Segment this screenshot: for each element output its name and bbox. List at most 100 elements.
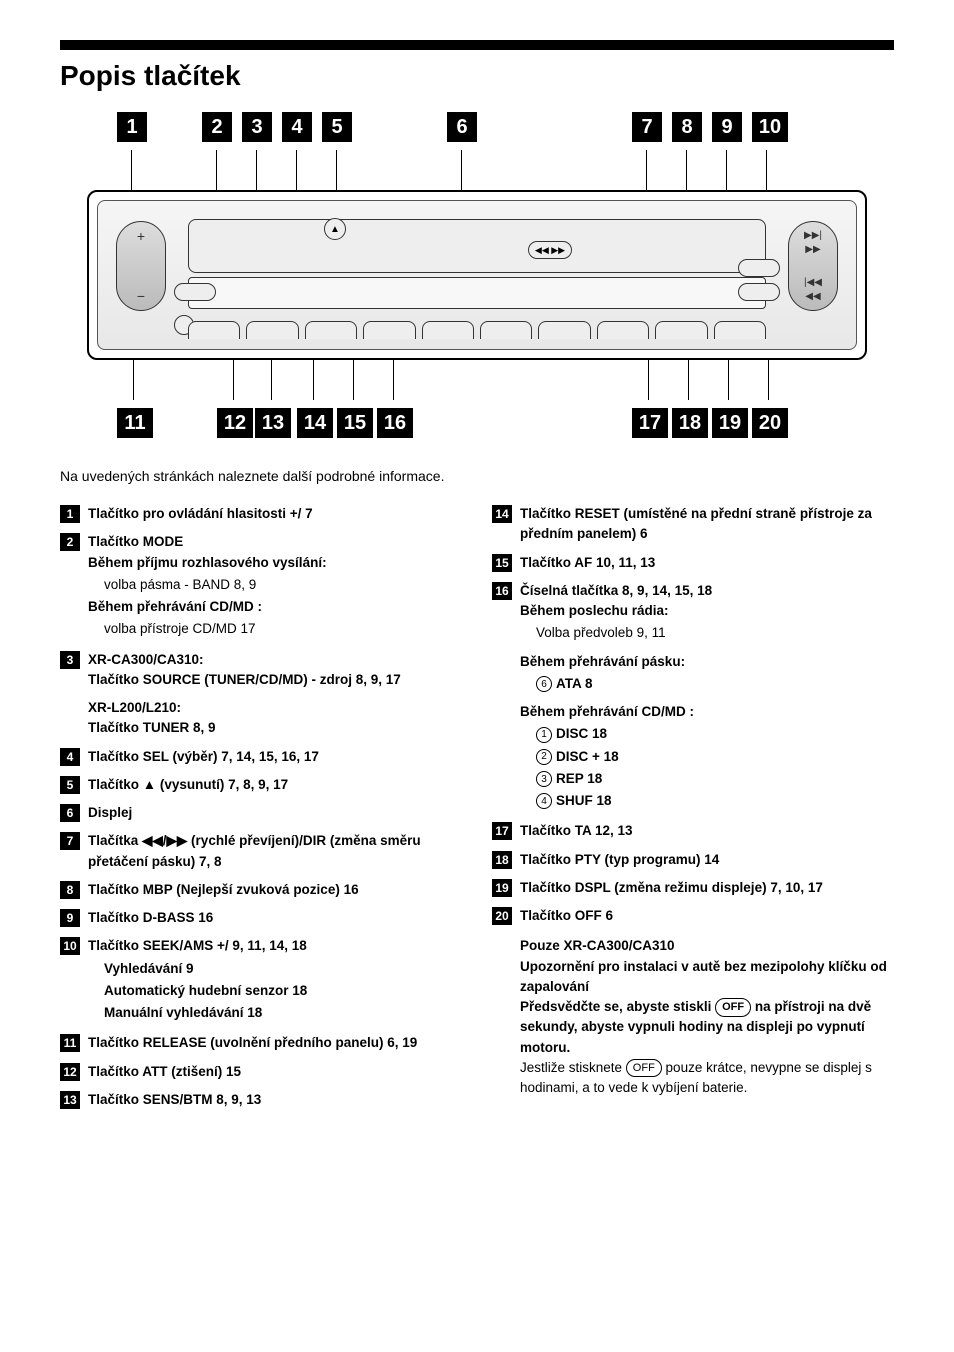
item-number: 20	[492, 907, 512, 925]
rewind-buttons: ◀◀ ▶▶	[528, 241, 572, 259]
callout-4: 4	[282, 112, 312, 142]
callout-12: 12	[217, 408, 253, 438]
item-number: 5	[60, 776, 80, 794]
item-text-bold: Tlačítko PTY (typ programu) 14	[520, 852, 719, 867]
item-number: 16	[492, 582, 512, 600]
circled-number: 1	[536, 727, 552, 743]
item-body: Tlačítko SEEK/AMS +/ 9, 11, 14, 18Vyhled…	[88, 936, 462, 1025]
item-body: Tlačítko pro ovládání hlasitosti +/ 7	[88, 504, 462, 524]
item-text-bold: Displej	[88, 805, 132, 820]
item-number: 1	[60, 505, 80, 523]
callout-10: 10	[752, 112, 788, 142]
note-heading: Pouze XR-CA300/CA310	[520, 938, 675, 953]
small-button	[738, 259, 780, 277]
device-diagram: 12345678910 ▶▶| ▶▶ |◀◀ ◀◀ ▲ ◀◀ ▶▶	[87, 112, 867, 438]
item-17: 17Tlačítko TA 12, 13	[492, 821, 894, 841]
callout-15: 15	[337, 408, 373, 438]
item-7: 7Tlačítka ◀◀/▶▶ (rychlé převíjení)/DIR (…	[60, 831, 462, 872]
item-text-bold: Během přehrávání CD/MD :	[88, 599, 262, 614]
circled-number: 6	[536, 676, 552, 692]
item-body: XR-CA300/CA310:Tlačítko SOURCE (TUNER/CD…	[88, 650, 462, 739]
item-number: 11	[60, 1034, 80, 1052]
item-text: volba přístroje CD/MD 17	[104, 621, 256, 636]
item-12: 12 Tlačítko ATT (ztišení) 15	[60, 1062, 462, 1082]
callout-17: 17	[632, 408, 668, 438]
callout-5: 5	[322, 112, 352, 142]
header-rule	[60, 40, 894, 50]
item-20: 20 Tlačítko OFF 6	[492, 906, 894, 926]
item-text-bold: Tlačítko OFF 6	[520, 908, 613, 923]
description-columns: 1 Tlačítko pro ovládání hlasitosti +/ 7 2 T…	[60, 504, 894, 1118]
note-subheading: Upozornění pro instalaci v autě bez mezi…	[520, 959, 887, 994]
callout-19: 19	[712, 408, 748, 438]
cassette-slot: ▲	[188, 219, 766, 273]
callout-3: 3	[242, 112, 272, 142]
item-13: 13 Tlačítko SENS/BTM 8, 9, 13	[60, 1090, 462, 1110]
note-bold-line: Předsvědčte se, abyste stiskli OFF na př…	[520, 999, 871, 1055]
callout-row-bottom: 11121314151617181920	[87, 408, 867, 438]
item-body: Tlačítko SENS/BTM 8, 9, 13	[88, 1090, 462, 1110]
callout-row-top: 12345678910	[87, 112, 867, 142]
item-text-bold: DISC + 18	[556, 749, 619, 764]
note-text: Jestliže stisknete OFF pouze krátce, nev…	[520, 1058, 894, 1099]
off-badge: OFF	[626, 1059, 662, 1078]
off-badge: OFF	[715, 998, 751, 1017]
item-body: Tlačítko OFF 6	[520, 906, 894, 926]
circled-number: 2	[536, 749, 552, 765]
item-body: Tlačítko ▲ (vysunutí) 7, 8, 9, 17	[88, 775, 462, 795]
item-text-bold: Tlačítko RELEASE (uvolnění předního pane…	[88, 1035, 417, 1050]
item-text-bold: Během přehrávání pásku:	[520, 654, 685, 669]
item-text-bold: ATA 8	[556, 676, 593, 691]
item-number: 19	[492, 879, 512, 897]
item-body: Číselná tlačítka 8, 9, 14, 15, 18Během p…	[520, 581, 894, 814]
item-9: 9Tlačítko D-BASS 16	[60, 908, 462, 928]
page-title: Popis tlačítek	[60, 60, 894, 92]
item-body: Tlačítko D-BASS 16	[88, 908, 462, 928]
item-text-bold: Tlačítko pro ovládání hlasitosti +/ 7	[88, 506, 313, 521]
item-body: Tlačítko ATT (ztišení) 15	[88, 1062, 462, 1082]
callout-18: 18	[672, 408, 708, 438]
callout-2: 2	[202, 112, 232, 142]
item-text-bold: Během poslechu rádia:	[520, 603, 669, 618]
item-5: 5 Tlačítko ▲ (vysunutí) 7, 8, 9, 17	[60, 775, 462, 795]
item-number: 6	[60, 804, 80, 822]
callout-11: 11	[117, 408, 153, 438]
item-text-bold: DISC 18	[556, 726, 607, 741]
callout-9: 9	[712, 112, 742, 142]
item-text-bold: Tlačítko ATT (ztišení) 15	[88, 1064, 241, 1079]
item-6: 6 Displej	[60, 803, 462, 823]
item-text-bold: Během příjmu rozhlasového vysílání:	[88, 555, 327, 570]
callout-8: 8	[672, 112, 702, 142]
item-text-bold: Během přehrávání CD/MD :	[520, 704, 694, 719]
item-number: 10	[60, 937, 80, 955]
volume-knob	[116, 221, 166, 311]
item-text-bold: Tlačítko AF 10, 11, 13	[520, 555, 655, 570]
item-number: 12	[60, 1063, 80, 1081]
item-8: 8Tlačítko MBP (Nejlepší zvuková pozice) …	[60, 880, 462, 900]
item-body: Tlačítko TA 12, 13	[520, 821, 894, 841]
item-1: 1 Tlačítko pro ovládání hlasitosti +/ 7	[60, 504, 462, 524]
device-outline: ▶▶| ▶▶ |◀◀ ◀◀ ▲ ◀◀ ▶▶	[87, 190, 867, 360]
item-18: 18Tlačítko PTY (typ programu) 14	[492, 850, 894, 870]
callout-13: 13	[255, 408, 291, 438]
callout-20: 20	[752, 408, 788, 438]
callout-1: 1	[117, 112, 147, 142]
item-text-bold: Tlačítko TA 12, 13	[520, 823, 633, 838]
item-10: 10 Tlačítko SEEK/AMS +/ 9, 11, 14, 18Vyhl…	[60, 936, 462, 1025]
item-number: 7	[60, 832, 80, 850]
seek-knob: ▶▶| ▶▶ |◀◀ ◀◀	[788, 221, 838, 311]
item-text-bold: XR-L200/L210:	[88, 700, 181, 715]
item-text-bold: Vyhledávání 9	[104, 961, 194, 976]
item-14: 14Tlačítko RESET (umístěné na přední str…	[492, 504, 894, 545]
item-text-bold: Automatický hudební senzor 18	[104, 983, 307, 998]
item-body: Displej	[88, 803, 462, 823]
item-number: 14	[492, 505, 512, 523]
item-number: 13	[60, 1091, 80, 1109]
item-text-bold: SHUF 18	[556, 793, 612, 808]
callout-16: 16	[377, 408, 413, 438]
circled-number: 3	[536, 771, 552, 787]
callout-6: 6	[447, 112, 477, 142]
item-15: 15Tlačítko AF 10, 11, 13	[492, 553, 894, 573]
item-text-bold: Tlačítko DSPL (změna režimu displeje) 7,…	[520, 880, 823, 895]
circled-number: 4	[536, 793, 552, 809]
